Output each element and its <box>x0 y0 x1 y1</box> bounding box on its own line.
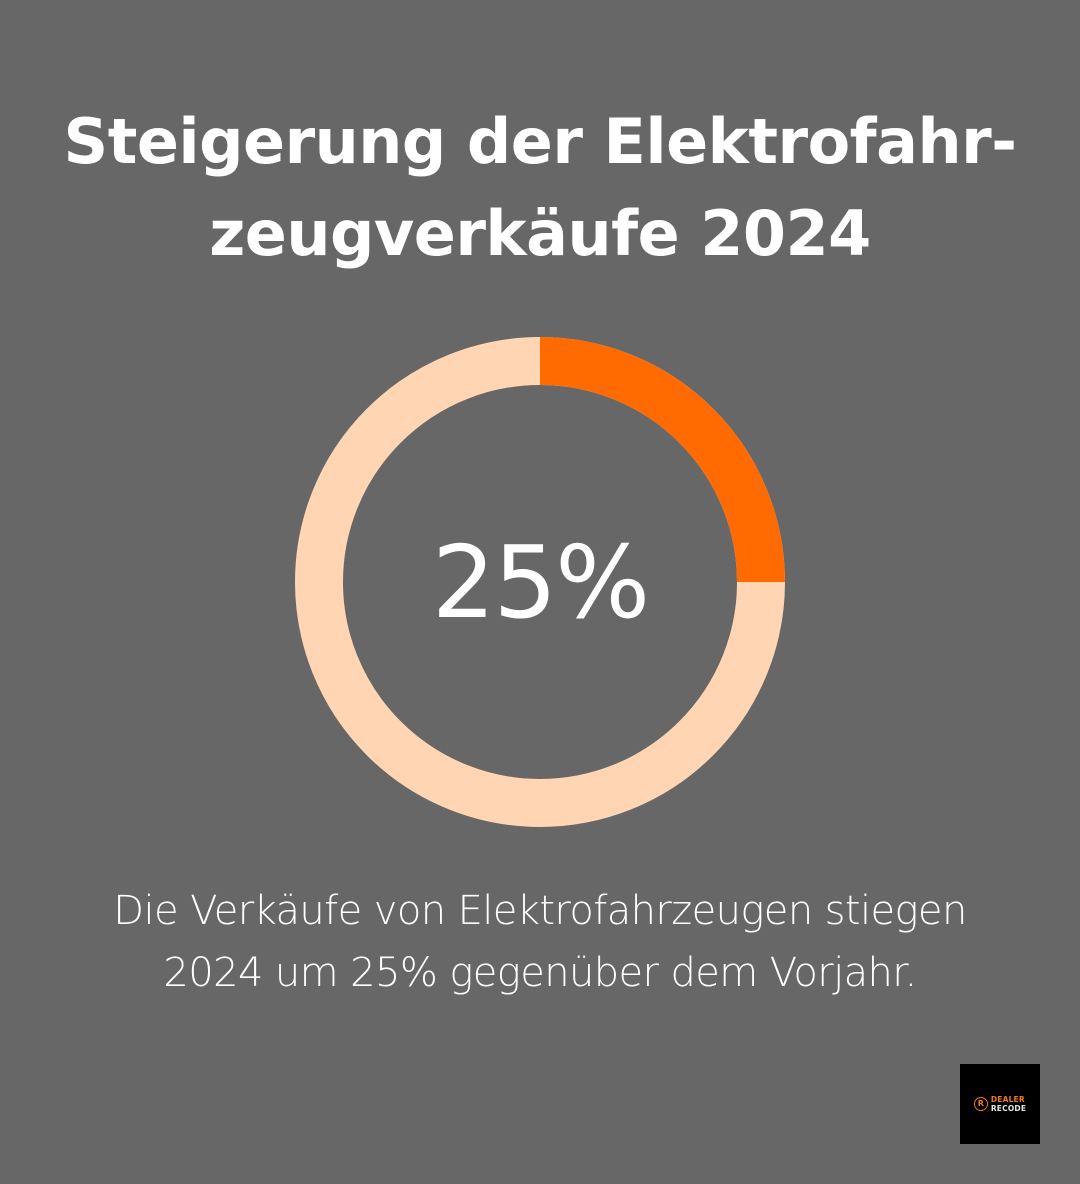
center-percentage: 25% <box>431 523 650 641</box>
donut-highlight-segment <box>539 337 785 583</box>
description-line-1: Die Verkäufe von Elektrofahrzeugen stieg… <box>113 888 967 934</box>
logo-wordmark: DEALER RECODE <box>991 1095 1026 1113</box>
description-text: Die Verkäufe von Elektrofahrzeugen stieg… <box>0 880 1080 1004</box>
logo-line-dealer: DEALER <box>990 1095 1025 1104</box>
title-line-2: zeugverkäufe 2024 <box>209 197 871 270</box>
logo-r-icon: R <box>973 1097 988 1111</box>
page-title: Steigerung der Elektrofahr- zeugverkäufe… <box>0 96 1080 280</box>
description-line-2: 2024 um 25% gegenüber dem Vorjahr. <box>163 950 917 996</box>
logo-content: R DEALER RECODE <box>973 1095 1026 1113</box>
title-line-1: Steigerung der Elektrofahr- <box>63 105 1017 178</box>
donut-chart-svg <box>295 337 785 827</box>
donut-chart <box>290 332 790 832</box>
dealer-recode-logo: R DEALER RECODE <box>960 1064 1040 1144</box>
logo-line-recode: RECODE <box>990 1104 1027 1113</box>
